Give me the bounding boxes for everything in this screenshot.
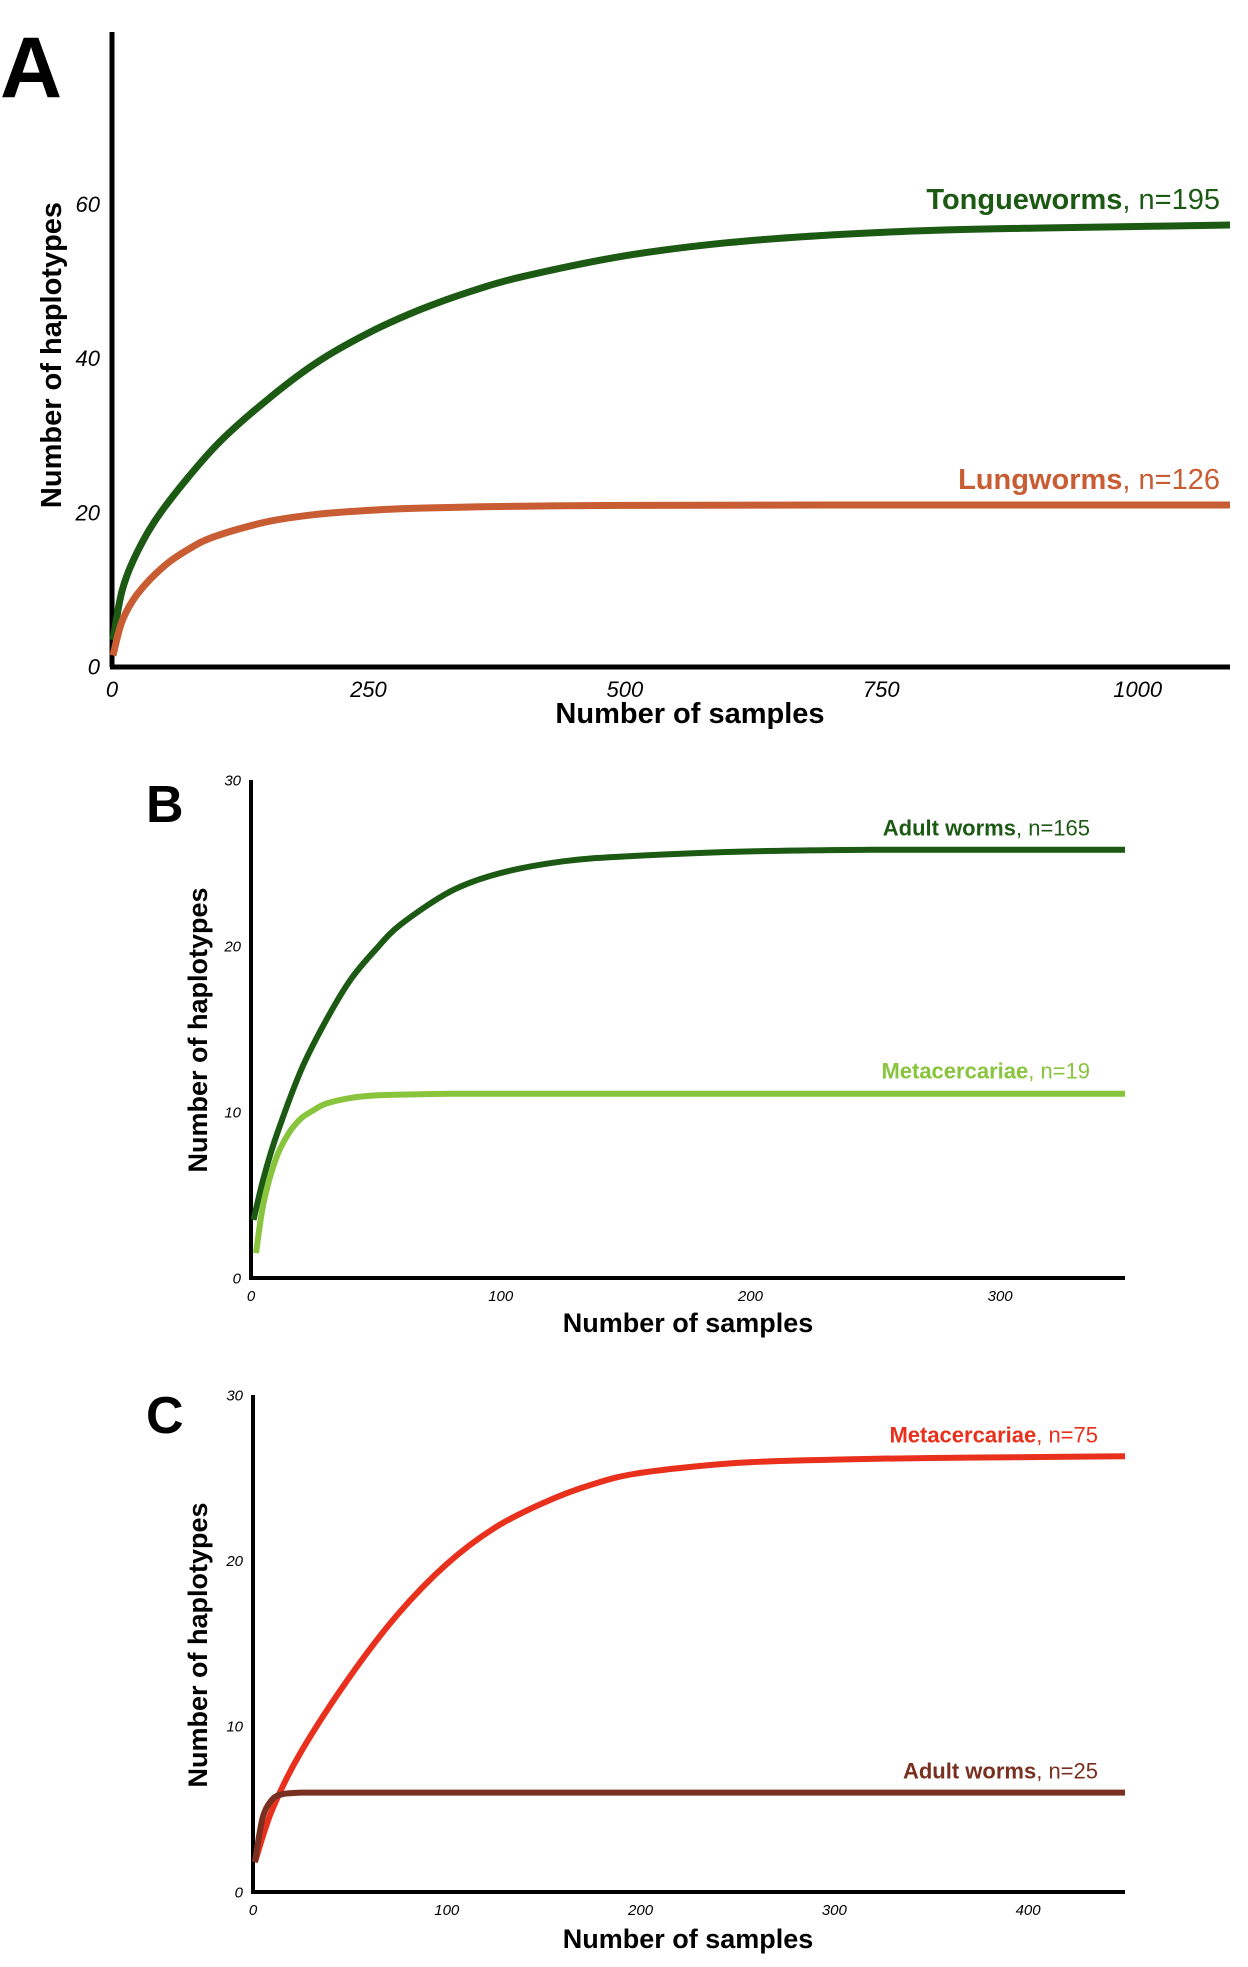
series-n-label: , n=25	[1036, 1759, 1098, 1784]
y-tick-label: 0	[235, 1884, 244, 1901]
x-tick-label: 100	[434, 1902, 460, 1919]
panel-a: A Number of haplotypes Number of samples…	[0, 20, 1231, 730]
y-tick-label: 20	[225, 1553, 243, 1570]
y-tick-label: 10	[226, 1719, 243, 1736]
series-n-label: , n=195	[1122, 184, 1220, 216]
series-line-metacercariae	[252, 1453, 1126, 1864]
series-n-label: , n=75	[1036, 1422, 1098, 1447]
series-line-tongueworms	[109, 221, 1231, 641]
x-tick-label: 400	[1016, 1902, 1042, 1919]
y-tick-label: 40	[76, 346, 101, 371]
x-tick-label: 0	[106, 677, 119, 702]
series-name: Lungworms	[958, 464, 1122, 496]
panel-letter-c: C	[146, 1387, 184, 1445]
series-label: Adult worms, n=25	[903, 1759, 1098, 1784]
panel-b-x-axis-title: Number of samples	[563, 1308, 814, 1338]
panel-a-y-axis-title: Number of haplotypes	[36, 202, 68, 508]
series-name: Metacercariae	[889, 1422, 1036, 1447]
series-n-label: , n=165	[1016, 816, 1090, 841]
series-name: Metacercariae	[881, 1059, 1028, 1084]
panel-b-y-axis-title: Number of haplotypes	[183, 887, 213, 1172]
panel-c-x-axis-title: Number of samples	[563, 1924, 814, 1954]
x-tick-label: 0	[249, 1902, 258, 1919]
panel-letter-a: A	[0, 20, 62, 116]
y-tick-label: 20	[75, 500, 101, 525]
y-tick-label: 30	[226, 1387, 243, 1404]
y-tick-label: 0	[233, 1270, 242, 1287]
y-tick-label: 60	[76, 192, 101, 217]
series-label: Metacercariae, n=19	[881, 1059, 1090, 1084]
panel-c-y-axis-title: Number of haplotypes	[183, 1502, 213, 1787]
x-tick-label: 250	[349, 677, 387, 702]
series-line-adult-worms	[250, 846, 1125, 1221]
panel-a-x-axis-title: Number of samples	[555, 698, 824, 730]
panel-c: C Number of haplotypes Number of samples…	[146, 1387, 1126, 1954]
y-tick-label: 30	[224, 772, 241, 789]
x-tick-label: 750	[863, 677, 900, 702]
x-tick-label: 300	[822, 1902, 848, 1919]
series-n-label: , n=126	[1122, 464, 1220, 496]
y-tick-label: 20	[223, 938, 241, 955]
series-label: Tongueworms, n=195	[926, 184, 1220, 216]
series-line-lungworms	[109, 501, 1230, 657]
x-tick-label: 0	[247, 1288, 256, 1305]
series-n-label: , n=19	[1028, 1059, 1090, 1084]
series-line-adult-worms	[251, 1789, 1125, 1863]
x-tick-label: 200	[737, 1288, 764, 1305]
series-label: Lungworms, n=126	[958, 464, 1220, 496]
y-tick-label: 0	[88, 655, 101, 680]
x-tick-label: 100	[488, 1288, 514, 1305]
series-label: Metacercariae, n=75	[889, 1422, 1098, 1447]
y-tick-label: 10	[224, 1104, 241, 1121]
panel-letter-b: B	[146, 776, 184, 834]
panel-b: B Number of haplotypes Number of samples…	[146, 772, 1125, 1338]
x-tick-label: 1000	[1113, 677, 1163, 702]
series-name: Adult worms	[903, 1759, 1036, 1784]
series-label: Adult worms, n=165	[883, 816, 1090, 841]
x-tick-label: 300	[988, 1288, 1014, 1305]
series-name: Adult worms	[883, 816, 1016, 841]
x-tick-label: 200	[627, 1902, 654, 1919]
series-name: Tongueworms	[926, 184, 1122, 216]
x-tick-label: 500	[606, 677, 643, 702]
series-line-metacercariae	[253, 1090, 1125, 1254]
